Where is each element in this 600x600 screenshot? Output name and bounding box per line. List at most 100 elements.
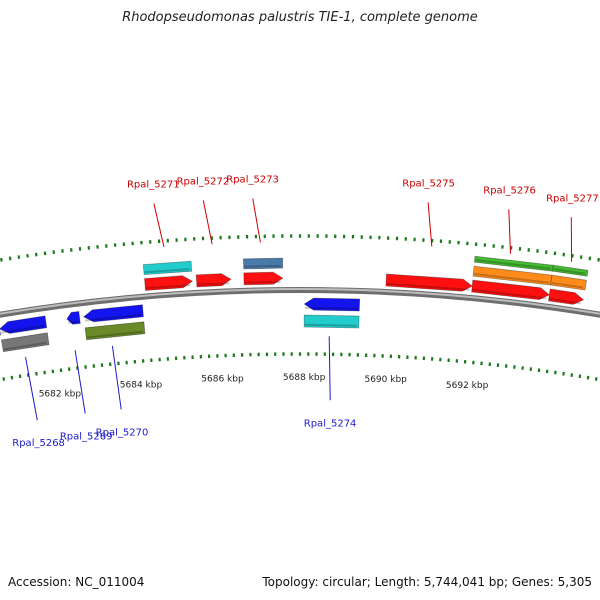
g-5276-orange-shade <box>474 273 549 284</box>
gene-label: Rpal_5270 <box>96 427 149 438</box>
inner-tick <box>562 371 565 376</box>
g-5270-olive-shade <box>86 330 143 339</box>
gene-label: Rpal_5276 <box>483 185 536 196</box>
inner-tick <box>2 377 6 381</box>
inner-tick <box>586 375 590 380</box>
g-5277-green-shade <box>553 268 586 275</box>
scale-label: 5684 kbp <box>120 380 163 390</box>
g-5274-cyan-shade <box>304 323 357 327</box>
g-5269-blue <box>66 311 81 325</box>
g-5268-gray-shade <box>3 341 47 351</box>
outer-tick <box>562 252 566 257</box>
inner-tick <box>594 377 598 381</box>
g-5273-steel-shade <box>244 264 281 268</box>
g-5271-red <box>144 275 194 291</box>
outer-tick <box>579 255 583 259</box>
inner-tick <box>43 370 46 375</box>
g-left-blue-a <box>0 328 2 336</box>
outer-tick <box>0 257 3 262</box>
outer-tick <box>553 251 557 256</box>
gene-label: Rpal_5273 <box>226 175 279 186</box>
accession-label: Accession: NC_011004 <box>8 575 145 589</box>
inner-tick <box>51 369 55 374</box>
inner-tick <box>10 375 14 380</box>
g-5272-red-shade <box>197 282 230 286</box>
g-5276-red-shade <box>472 288 547 300</box>
inner-tick-ring <box>2 352 598 381</box>
g-5277-orange <box>550 274 587 291</box>
g-5277-red <box>548 288 585 305</box>
g-5268-blue <box>0 315 48 334</box>
g-5270-blue-shade <box>84 313 142 322</box>
outer-tick <box>571 253 574 258</box>
scale-label: 5686 kbp <box>201 375 244 385</box>
backbone-highlight <box>0 288 600 315</box>
g-5273-steel <box>242 257 284 270</box>
outer-tick <box>17 255 21 259</box>
map-title: Rhodopseudomonas palustris TIE-1, comple… <box>122 10 478 25</box>
g-5275-red <box>385 273 473 292</box>
gene-label-leader <box>427 202 433 247</box>
gene-label-leader <box>328 336 331 401</box>
inner-tick <box>545 369 549 374</box>
g-5269-blue-shade <box>68 320 79 324</box>
gene-label-leader <box>252 198 261 243</box>
gene-label: Rpal_5269 <box>60 431 113 442</box>
gene-label: Rpal_5271 <box>127 180 180 191</box>
g-5271-cyan <box>142 260 193 276</box>
g-5273-red <box>243 271 284 286</box>
genome-backbone <box>0 287 600 318</box>
gene-label-leader <box>25 357 38 421</box>
g-5276-green-shade <box>475 259 551 270</box>
inner-tick <box>570 373 574 377</box>
g-5276-red <box>471 279 551 301</box>
outer-tick <box>34 252 38 257</box>
g-5275-red-shade <box>386 282 470 291</box>
outer-tick <box>597 257 600 262</box>
gene-label-leader <box>153 203 165 248</box>
g-5274-blue <box>303 297 361 312</box>
scale-label: 5688 kbp <box>283 373 326 383</box>
g-5277-green <box>552 264 589 277</box>
inner-tick <box>18 374 22 379</box>
g-5274-cyan <box>303 314 360 329</box>
g-5274-blue-shade <box>305 306 358 310</box>
gene-label: Rpal_5268 <box>12 438 65 449</box>
g-5272-red <box>195 273 232 288</box>
gene-label: Rpal_5277 <box>546 193 599 204</box>
scale-label: 5690 kbp <box>364 375 407 385</box>
inner-tick <box>554 370 557 375</box>
genome-summary-label: Topology: circular; Length: 5,744,041 bp… <box>262 575 592 589</box>
g-5271-red-shade <box>146 284 191 290</box>
outer-tick <box>52 250 56 255</box>
g-5277-red-shade <box>549 297 581 305</box>
gene-label: Rpal_5274 <box>304 418 357 429</box>
g-5277-orange-shade <box>551 282 584 289</box>
scale-labels: 5682 kbp 5684 kbp 5686 kbp 5688 kbp 5690 kbp… <box>39 373 489 400</box>
outer-tick <box>43 251 47 256</box>
outer-tick <box>588 256 592 261</box>
inner-tick <box>26 373 30 377</box>
gene-label-leader <box>202 200 213 245</box>
gene-features <box>0 255 589 353</box>
outer-tick-ring <box>0 234 600 262</box>
backbone-arc <box>0 287 600 318</box>
g-5270-olive <box>84 321 146 341</box>
g-5271-cyan-shade <box>144 268 190 274</box>
gene-label-leader <box>508 209 511 254</box>
outer-tick <box>8 256 12 261</box>
scale-label: 5692 kbp <box>446 381 489 391</box>
gene-label: Rpal_5275 <box>402 178 455 189</box>
gene-label-leader <box>74 350 86 414</box>
g-5270-blue <box>82 304 144 323</box>
g-5268-gray <box>0 332 50 353</box>
inner-tick <box>578 374 582 379</box>
outer-tick <box>544 250 548 255</box>
gene-label-leader <box>111 345 122 410</box>
outer-tick <box>26 253 29 258</box>
scale-label: 5682 kbp <box>39 390 82 400</box>
inner-tick <box>35 371 38 376</box>
gene-label: Rpal_5272 <box>177 176 230 187</box>
